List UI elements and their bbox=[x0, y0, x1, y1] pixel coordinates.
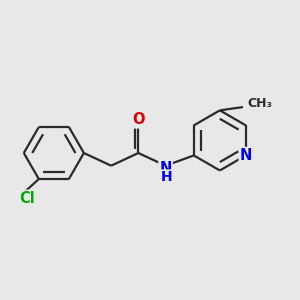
Text: Cl: Cl bbox=[19, 191, 35, 206]
Text: CH₃: CH₃ bbox=[248, 97, 273, 110]
Text: O: O bbox=[132, 112, 145, 128]
Text: N: N bbox=[240, 148, 252, 163]
Text: N: N bbox=[159, 160, 172, 175]
Text: H: H bbox=[160, 170, 172, 184]
